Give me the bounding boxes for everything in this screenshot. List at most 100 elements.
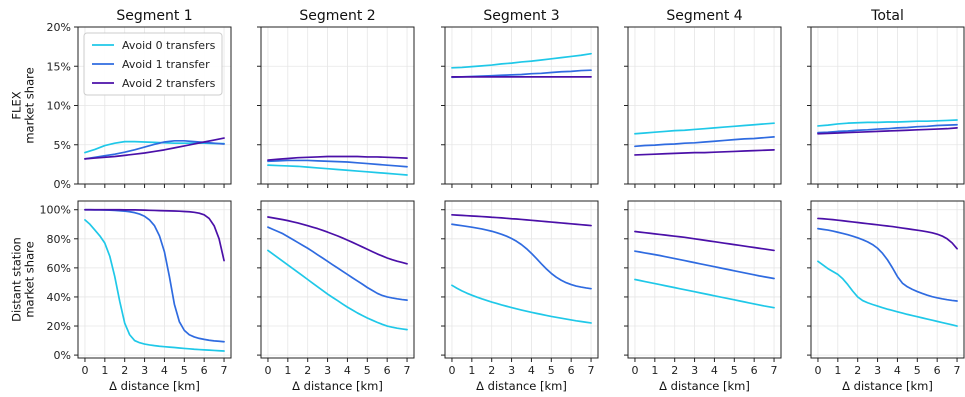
- y-tick-label: 40%: [47, 291, 71, 304]
- x-axis-label: Δ distance [km]: [109, 379, 200, 393]
- panel-title: Segment 1: [116, 8, 192, 24]
- gridlines: [261, 201, 414, 358]
- x-tick-label: 5: [914, 364, 921, 377]
- x-tick-label: 3: [874, 364, 881, 377]
- series-line-0-row1-panel1: [267, 249, 408, 331]
- series-line-0-row1-panel3: [634, 278, 775, 309]
- series-line-1-row1-panel4: [817, 227, 958, 302]
- x-tick-label: 1: [284, 364, 291, 377]
- x-tick-label: 3: [691, 364, 698, 377]
- x-tick-label: 1: [651, 364, 658, 377]
- y-tick-label: 0%: [54, 178, 71, 191]
- gridlines: [445, 26, 598, 185]
- x-tick-label: 7: [404, 364, 411, 377]
- x-tick-label: 7: [954, 364, 961, 377]
- x-axis-label: Δ distance [km]: [659, 379, 750, 393]
- legend-entry: Avoid 1 transfer: [122, 58, 210, 71]
- x-tick-label: 3: [141, 364, 148, 377]
- legend: Avoid 0 transfers Avoid 1 transfer Avoid 2…: [83, 32, 223, 96]
- series-line-1-row1-panel2: [451, 223, 592, 290]
- x-axis-label: Δ distance [km]: [476, 379, 567, 393]
- y-tick-label: 0%: [54, 349, 71, 362]
- gridlines: [811, 26, 964, 185]
- panel-title: Total: [870, 8, 904, 24]
- gridlines: [628, 201, 781, 358]
- series-line-1-row0-panel3: [634, 136, 775, 148]
- gridlines: [78, 201, 231, 358]
- series-line-0-row1-panel2: [451, 284, 592, 324]
- gridlines: [811, 201, 964, 358]
- panel-title: Segment 2: [299, 8, 375, 24]
- y-axis-label: Distant stationmarket share: [9, 237, 36, 322]
- series-line-0-row0-panel3: [634, 122, 775, 135]
- series-line-2-row1-panel2: [451, 213, 592, 227]
- panel-frame: [444, 200, 599, 359]
- x-tick-label: 0: [631, 364, 638, 377]
- x-tick-label: 4: [161, 364, 168, 377]
- x-tick-label: 5: [731, 364, 738, 377]
- panel-title: Segment 4: [666, 8, 742, 24]
- y-axis-label: FLEXmarket share: [9, 67, 36, 143]
- series-line-2-row0-panel3: [634, 149, 775, 156]
- x-tick-label: 6: [201, 364, 208, 377]
- panel-frame: [627, 200, 782, 359]
- series-line-1-row0-panel4: [817, 123, 958, 134]
- gridlines: [445, 201, 598, 358]
- x-axis-label: Δ distance [km]: [292, 379, 383, 393]
- panel-frame: [77, 200, 232, 359]
- y-axis-label-line: FLEX: [9, 91, 23, 119]
- x-tick-label: 1: [468, 364, 475, 377]
- y-tick-label: 100%: [40, 204, 71, 217]
- series-layer: [84, 52, 958, 352]
- x-tick-label: 6: [568, 364, 575, 377]
- text-layer: 0% 5% 1 0% 15% 20% Segment 1 Segment 2 Segment 3…: [9, 8, 960, 393]
- x-tick-label: 6: [384, 364, 391, 377]
- x-axis-label: Δ distance [km]: [842, 379, 933, 393]
- series-line-1-row0-panel1: [267, 159, 408, 168]
- y-axis-label-line: Distant station: [9, 237, 23, 322]
- series-line-1-row1-panel1: [267, 226, 408, 301]
- legend-box: [83, 32, 223, 96]
- x-tick-label: 2: [854, 364, 861, 377]
- x-tick-label: 4: [344, 364, 351, 377]
- gridlines: [628, 26, 781, 185]
- y-tick-label: 80%: [47, 233, 71, 246]
- x-tick-label: 0: [448, 364, 455, 377]
- x-tick-label: 0: [814, 364, 821, 377]
- legend-entry: Avoid 0 transfers: [122, 39, 216, 52]
- series-line-1-row1-panel0: [84, 208, 225, 343]
- series-line-0-row0-panel1: [267, 164, 408, 176]
- x-tick-label: 5: [364, 364, 371, 377]
- series-line-2-row0-panel4: [817, 127, 958, 135]
- series-line-0-row0-panel2: [451, 52, 592, 69]
- frames-layer: [74, 26, 965, 362]
- series-line-0-row1-panel0: [84, 219, 225, 352]
- x-tick-label: 2: [121, 364, 128, 377]
- x-tick-label: 0: [264, 364, 271, 377]
- x-tick-label: 5: [548, 364, 555, 377]
- y-tick-label: 15%: [47, 60, 71, 73]
- series-line-2-row1-panel1: [267, 216, 408, 265]
- series-line-2-row1-panel3: [634, 230, 775, 252]
- x-tick-label: 6: [751, 364, 758, 377]
- series-line-0-row0-panel4: [817, 119, 958, 127]
- panel-title: Segment 3: [483, 8, 559, 24]
- panel-frame: [810, 200, 965, 359]
- legend-entry: Avoid 2 transfers: [122, 77, 216, 90]
- x-tick-label: 6: [934, 364, 941, 377]
- y-tick-label: 20%: [47, 320, 71, 333]
- series-line-2-row1-panel4: [817, 217, 958, 250]
- x-tick-label: 5: [181, 364, 188, 377]
- panel-frame: [260, 200, 415, 359]
- x-tick-label: 0: [81, 364, 88, 377]
- x-tick-label: 1: [834, 364, 841, 377]
- x-tick-label: 4: [894, 364, 901, 377]
- y-tick-label: 5%: [54, 139, 71, 152]
- x-tick-label: 2: [304, 364, 311, 377]
- y-axis-label-line: market share: [23, 67, 37, 143]
- x-tick-label: 1: [101, 364, 108, 377]
- x-tick-label: 4: [528, 364, 535, 377]
- series-line-0-row1-panel4: [817, 260, 958, 327]
- series-line-2-row0-panel1: [267, 155, 408, 161]
